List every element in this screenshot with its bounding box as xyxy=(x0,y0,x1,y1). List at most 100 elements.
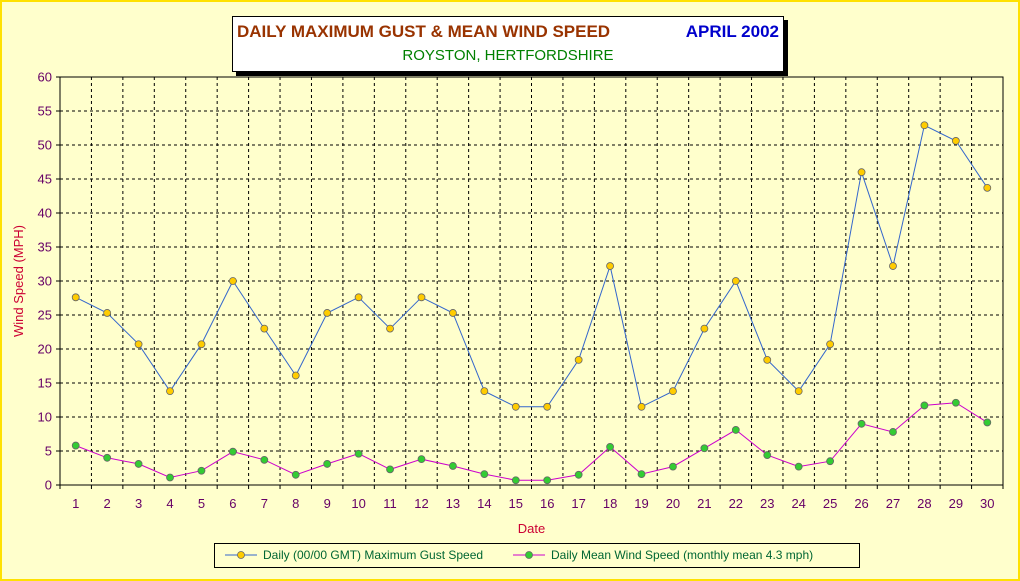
x-tick-label: 17 xyxy=(571,496,585,511)
grid xyxy=(60,77,1003,485)
x-tick-label: 2 xyxy=(104,496,111,511)
x-tick-label: 26 xyxy=(854,496,868,511)
data-point-mean xyxy=(71,441,80,450)
chart-subtitle: ROYSTON, HERTFORDSHIRE xyxy=(402,47,614,64)
x-tick-label: 14 xyxy=(477,496,491,511)
x-tick-label: 5 xyxy=(198,496,205,511)
x-tick-label: 6 xyxy=(229,496,236,511)
x-tick-label: 7 xyxy=(261,496,268,511)
data-point-mean xyxy=(323,460,332,468)
data-point-gust xyxy=(197,340,206,349)
title-box: DAILY MAXIMUM GUST & MEAN WIND SPEED APR… xyxy=(232,16,784,72)
data-point-mean xyxy=(731,426,740,434)
data-point-mean xyxy=(228,447,237,456)
data-point-mean xyxy=(511,476,520,485)
chart-title: DAILY MAXIMUM GUST & MEAN WIND SPEED xyxy=(237,22,611,41)
data-point-gust xyxy=(134,340,143,349)
x-tick-label: 27 xyxy=(886,496,900,511)
x-tick-label: 30 xyxy=(980,496,994,511)
y-tick-label: 45 xyxy=(38,172,52,187)
data-point-mean xyxy=(951,398,960,407)
x-axis-title: Date xyxy=(518,521,545,536)
data-point-mean xyxy=(134,460,143,468)
x-tick-label: 10 xyxy=(351,496,365,511)
data-point-mean xyxy=(669,462,677,471)
data-point-gust xyxy=(291,371,300,380)
y-tick-label: 30 xyxy=(38,274,52,289)
legend: Daily (00/00 GMT) Maximum Gust Speed Dai… xyxy=(214,543,860,568)
data-point-mean xyxy=(103,453,112,462)
data-point-mean xyxy=(606,443,614,451)
legend-label-gust: Daily (00/00 GMT) Maximum Gust Speed xyxy=(263,548,484,562)
y-axis-ticks: 0 5 10 15 20 25 30 35 40 45 50 55 60 xyxy=(38,70,60,493)
data-point-gust xyxy=(606,262,614,270)
x-tick-label: 23 xyxy=(760,496,774,511)
data-point-gust xyxy=(166,387,174,396)
x-tick-label: 8 xyxy=(292,496,299,511)
y-tick-label: 40 xyxy=(38,206,52,221)
x-tick-label: 4 xyxy=(166,496,173,511)
x-tick-label: 19 xyxy=(634,496,648,511)
data-point-mean xyxy=(417,455,426,464)
data-point-gust xyxy=(731,277,740,285)
data-point-mean xyxy=(386,465,394,474)
x-tick-label: 15 xyxy=(509,496,523,511)
x-tick-label: 29 xyxy=(949,496,963,511)
x-tick-label: 18 xyxy=(603,496,617,511)
y-tick-label: 50 xyxy=(38,138,52,153)
series-mean xyxy=(71,398,992,485)
y-tick-label: 0 xyxy=(45,478,52,493)
data-point-mean xyxy=(826,457,835,466)
data-point-mean xyxy=(763,451,772,459)
data-point-mean xyxy=(291,470,300,479)
data-point-gust xyxy=(71,293,80,302)
data-point-gust xyxy=(260,324,269,333)
x-tick-label: 12 xyxy=(414,496,428,511)
data-point-gust xyxy=(417,293,426,302)
data-point-gust xyxy=(323,309,332,317)
x-tick-label: 21 xyxy=(697,496,711,511)
legend-swatch-mean xyxy=(513,551,545,559)
series-line-mean xyxy=(75,402,988,481)
data-point-mean xyxy=(574,470,583,479)
legend-item-gust: Daily (00/00 GMT) Maximum Gust Speed xyxy=(223,547,523,563)
data-point-gust xyxy=(951,137,960,145)
data-point-mean xyxy=(197,466,206,475)
data-point-mean xyxy=(794,462,803,471)
legend-item-mean: Daily Mean Wind Speed (monthly mean 4.3 … xyxy=(511,547,856,563)
data-point-mean xyxy=(166,473,174,482)
data-point-mean xyxy=(857,419,866,428)
data-point-gust xyxy=(480,387,489,396)
x-tick-label: 22 xyxy=(729,496,743,511)
legend-swatch-gust xyxy=(225,551,257,559)
y-tick-label: 10 xyxy=(38,410,52,425)
data-point-gust xyxy=(700,324,709,333)
data-point-gust xyxy=(669,387,677,396)
data-point-gust xyxy=(983,183,992,192)
data-point-gust xyxy=(920,121,929,130)
data-point-gust xyxy=(889,262,897,270)
data-point-gust xyxy=(826,340,835,349)
x-tick-label: 3 xyxy=(135,496,142,511)
data-point-mean xyxy=(260,455,269,464)
data-point-gust xyxy=(794,387,803,396)
data-point-mean xyxy=(700,444,709,453)
data-point-mean xyxy=(920,401,929,410)
x-axis-ticks: 1 2 3 4 5 6 7 8 9 10 11 12 13 14 15 16 17 18 19 20 21 22 23 24 2… xyxy=(59,485,1004,511)
x-tick-label: 1 xyxy=(72,496,79,511)
data-point-gust xyxy=(637,402,646,411)
data-point-mean xyxy=(354,449,363,458)
data-point-gust xyxy=(543,402,552,411)
legend-label-mean: Daily Mean Wind Speed (monthly mean 4.3 … xyxy=(551,548,814,562)
data-point-gust xyxy=(763,355,772,364)
data-point-gust xyxy=(386,324,394,333)
data-point-gust xyxy=(449,309,457,317)
y-axis-title: Wind Speed (MPH) xyxy=(11,225,26,337)
data-point-gust xyxy=(511,402,520,411)
x-tick-label: 11 xyxy=(383,496,397,511)
chart-date: APRIL 2002 xyxy=(685,22,779,41)
y-tick-label: 60 xyxy=(38,70,52,85)
data-point-gust xyxy=(228,277,237,285)
data-point-mean xyxy=(480,470,489,479)
